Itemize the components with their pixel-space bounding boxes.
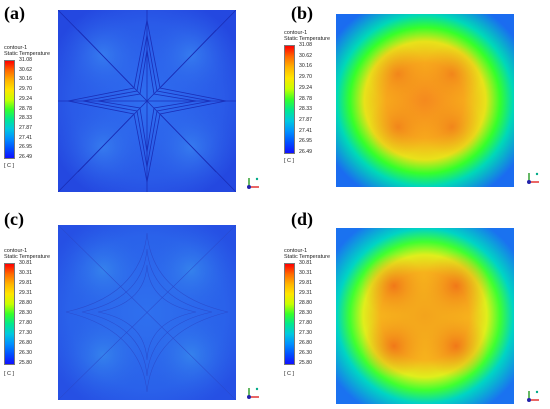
plate: [336, 228, 514, 404]
tick-label: 29.31: [19, 290, 32, 296]
tick-label: 28.80: [299, 300, 312, 306]
tick-label: 30.31: [299, 270, 312, 276]
channel-lines: [58, 10, 236, 192]
plate: [336, 14, 514, 187]
tick-label: 29.24: [19, 95, 32, 102]
legend-unit-c: [ C ]: [4, 371, 15, 377]
tick-label: 28.30: [19, 310, 32, 316]
legend-name-d: contour-1: [284, 248, 308, 254]
temperature-contour-d: [336, 228, 514, 404]
tick-label: 26.80: [299, 340, 312, 346]
tick-label: 30.31: [19, 270, 32, 276]
tick-label: 28.78: [299, 95, 312, 102]
panel-label-d: (d): [291, 209, 313, 229]
tick-label: 28.33: [299, 106, 312, 113]
tick-label: 27.87: [299, 116, 312, 123]
channel-lines: [58, 225, 236, 400]
tick-label: 27.30: [19, 330, 32, 336]
tick-label: 26.80: [19, 340, 32, 346]
panel-label-b: (b): [291, 3, 313, 23]
tick-label: 28.78: [19, 105, 32, 112]
axis-triad-icon: [527, 390, 539, 402]
colorbar-b: [284, 45, 295, 154]
tick-label: 28.30: [299, 310, 312, 316]
tick-label: 30.16: [299, 63, 312, 70]
legend-unit-b: [ C ]: [284, 158, 295, 164]
tick-label: 26.49: [299, 149, 312, 155]
axis-triad-icon: [247, 177, 259, 189]
legend-quantity-d: Static Temperature: [284, 254, 331, 260]
axis-triad-icon: [527, 172, 539, 184]
legend-unit-a: [ C ]: [4, 163, 15, 169]
legend-unit-d: [ C ]: [284, 371, 295, 377]
tick-label: 29.70: [299, 74, 312, 81]
tick-label: 31.08: [19, 57, 32, 63]
tick-label: 29.81: [299, 280, 312, 286]
tick-label: 27.41: [299, 127, 312, 134]
tick-label: 27.41: [19, 134, 32, 141]
panel-label-a: (a): [4, 3, 25, 23]
legend-quantity-a: Static Temperature: [4, 51, 51, 57]
tick-label: 28.80: [19, 300, 32, 306]
tick-label: 29.31: [299, 290, 312, 296]
legend-quantity-b: Static Temperature: [284, 36, 331, 42]
tick-label: 27.30: [299, 330, 312, 336]
tick-label: 31.08: [299, 42, 312, 48]
tick-label: 30.81: [299, 260, 312, 266]
temperature-contour-c: [58, 225, 236, 400]
tick-label: 28.33: [19, 115, 32, 122]
colorbar-a: [4, 60, 15, 159]
colorbar-d: [284, 263, 295, 365]
colorbar-c: [4, 263, 15, 365]
tick-label: 25.80: [299, 360, 312, 366]
tick-label: 26.30: [299, 350, 312, 356]
tick-label: 26.95: [19, 144, 32, 151]
legend-name-b: contour-1: [284, 30, 308, 36]
temperature-contour-b: [336, 14, 514, 187]
tick-label: 30.62: [19, 66, 32, 73]
legend-quantity-c: Static Temperature: [4, 254, 51, 260]
tick-label: 26.30: [19, 350, 32, 356]
tick-label: 29.81: [19, 280, 32, 286]
panel-label-c: (c): [4, 209, 24, 229]
tick-label: 30.81: [19, 260, 32, 266]
tick-label: 25.80: [19, 360, 32, 366]
tick-label: 29.70: [19, 86, 32, 93]
tick-label: 26.49: [19, 154, 32, 160]
tick-label: 27.80: [19, 320, 32, 326]
tick-label: 27.80: [299, 320, 312, 326]
tick-label: 30.16: [19, 76, 32, 83]
legend-name-a: contour-1: [4, 45, 28, 51]
tick-label: 29.24: [299, 84, 312, 91]
temperature-contour-a: [58, 10, 236, 192]
tick-label: 26.95: [299, 138, 312, 145]
legend-name-c: contour-1: [4, 248, 28, 254]
tick-label: 30.62: [299, 52, 312, 59]
tick-label: 27.87: [19, 124, 32, 131]
axis-triad-icon: [247, 387, 259, 399]
